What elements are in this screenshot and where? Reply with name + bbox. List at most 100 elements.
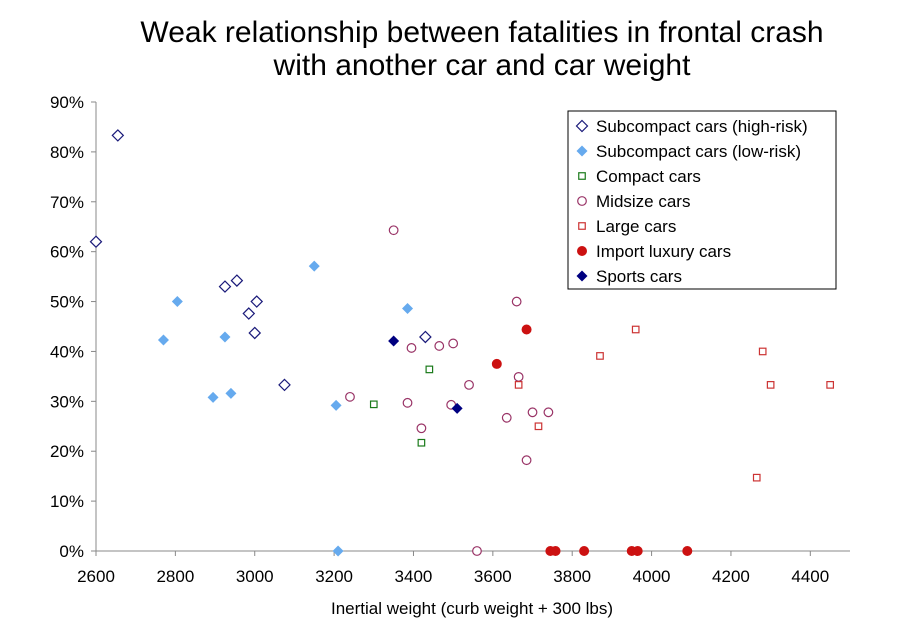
data-point (219, 331, 231, 343)
data-point (766, 381, 775, 389)
legend-marker (578, 222, 586, 230)
x-tick-label: 3000 (236, 567, 274, 586)
legend: Subcompact cars (high-risk) Subcompact ca… (567, 110, 837, 290)
series-6 (388, 335, 463, 414)
data-point (464, 379, 474, 390)
y-ticks: 0% 10% 20% 30% 40% 50% 60% 70% 80% 90% (50, 93, 96, 561)
legend-box (567, 110, 837, 290)
x-tick-label: 4400 (791, 567, 829, 586)
data-point (89, 235, 103, 249)
data-point (752, 473, 761, 482)
legend-entry: Import luxury cars (596, 242, 731, 261)
legend-entry: Sports cars (596, 267, 682, 286)
y-tick-label: 10% (50, 492, 84, 511)
data-point (521, 324, 532, 335)
data-point (250, 295, 264, 308)
series-1 (157, 260, 414, 557)
legend-entry: Midsize cars (596, 192, 690, 211)
series-4 (514, 325, 835, 482)
y-tick-label: 20% (50, 442, 84, 461)
x-tick-label: 3200 (315, 567, 353, 586)
data-point (434, 341, 445, 351)
x-axis-label: Inertial weight (curb weight + 300 lbs) (331, 599, 613, 618)
data-point (332, 545, 344, 557)
data-point (419, 330, 432, 344)
legend-marker (578, 172, 586, 180)
data-point (631, 325, 640, 334)
legend-entry: Large cars (596, 217, 676, 236)
data-point (514, 381, 523, 389)
data-point (534, 422, 543, 431)
y-tick-label: 0% (59, 542, 84, 561)
data-point (308, 260, 320, 272)
series-5 (491, 324, 693, 556)
data-point (501, 412, 512, 423)
data-point (218, 280, 232, 293)
data-point (511, 296, 522, 307)
y-tick-label: 80% (50, 143, 84, 162)
data-point (402, 397, 413, 408)
y-tick-label: 40% (50, 342, 84, 361)
data-point (491, 358, 502, 369)
data-point (527, 407, 538, 418)
data-point (230, 274, 244, 287)
data-point (157, 334, 169, 346)
legend-marker (575, 119, 589, 133)
data-point (388, 225, 399, 236)
data-point (278, 378, 291, 392)
y-tick-label: 90% (50, 93, 84, 112)
data-point (451, 402, 463, 414)
x-tick-label: 4000 (633, 567, 671, 586)
chart-title-line-1: Weak relationship between fatalities in … (140, 16, 823, 49)
x-tick-label: 2800 (156, 567, 194, 586)
data-point (416, 423, 427, 434)
x-tick-label: 3800 (553, 567, 591, 586)
data-point (207, 391, 219, 403)
y-tick-label: 30% (50, 392, 84, 411)
legend-entry: Compact cars (596, 167, 701, 186)
legend-marker (577, 246, 587, 256)
data-point (543, 407, 554, 418)
data-point (242, 307, 256, 320)
x-tick-label: 2600 (77, 567, 115, 586)
data-point (521, 455, 532, 466)
data-point (369, 400, 378, 409)
legend-marker (577, 196, 587, 206)
series-2 (369, 365, 434, 447)
data-point (171, 296, 183, 308)
data-point (330, 399, 342, 411)
data-point (248, 326, 262, 340)
chart-title-line-2: with another car and car weight (273, 49, 692, 82)
data-point (345, 391, 355, 402)
y-tick-label: 70% (50, 193, 84, 212)
legend-marker (576, 270, 588, 282)
data-point (579, 546, 590, 556)
data-points (89, 129, 835, 557)
data-point (448, 338, 459, 349)
series-3 (345, 225, 554, 556)
legend-marker (576, 145, 588, 157)
data-point (406, 343, 417, 353)
series-0 (89, 129, 432, 392)
data-point (417, 438, 426, 447)
data-point (388, 335, 400, 347)
legend-entry: Subcompact cars (low-risk) (596, 142, 801, 161)
data-point (472, 546, 482, 556)
data-point (402, 303, 414, 315)
data-point (550, 546, 561, 556)
data-point (111, 129, 125, 142)
x-tick-label: 3600 (474, 567, 512, 586)
legend-entry: Subcompact cars (high-risk) (596, 117, 808, 136)
data-point (826, 381, 835, 389)
y-tick-label: 50% (50, 293, 84, 312)
data-point (758, 347, 767, 356)
data-point (632, 546, 643, 556)
x-tick-label: 4200 (712, 567, 750, 586)
data-point (513, 371, 524, 382)
y-tick-label: 60% (50, 243, 84, 262)
data-point (682, 546, 693, 556)
x-ticks: 2600 2800 3000 3200 3400 3600 3800 4000 4200 4400 (77, 551, 829, 586)
x-tick-label: 3400 (395, 567, 433, 586)
data-point (596, 352, 604, 360)
